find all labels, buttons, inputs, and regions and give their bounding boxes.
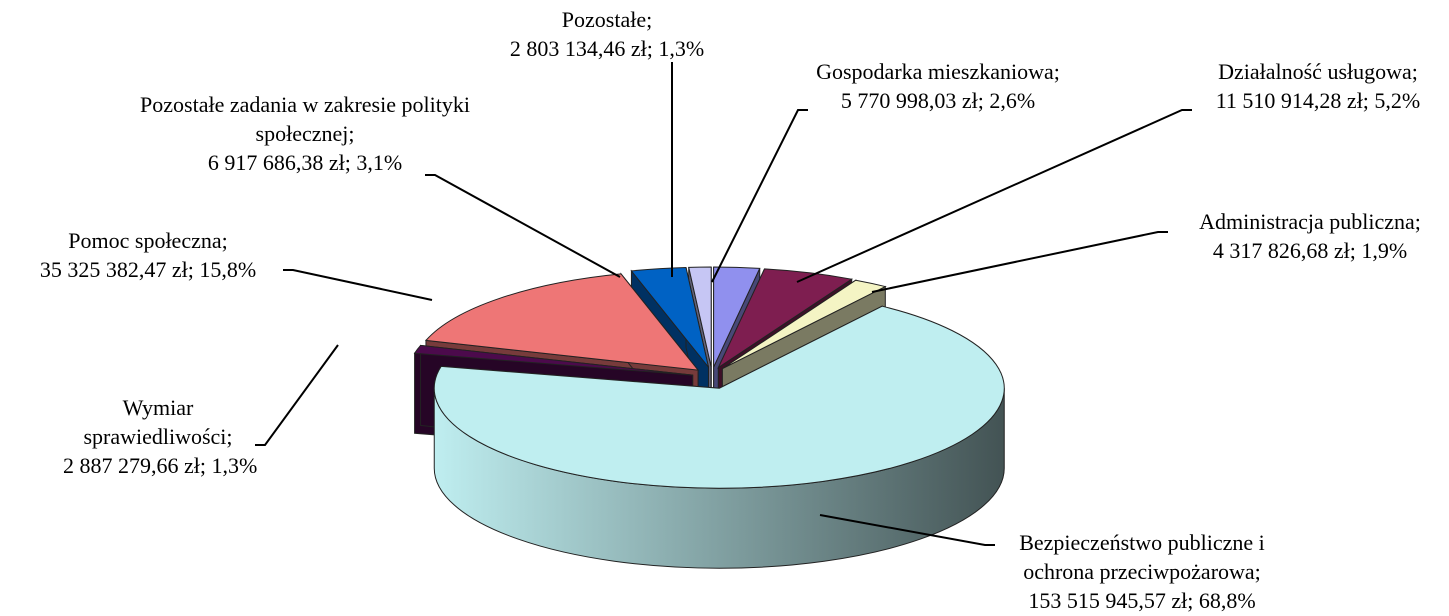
slice-label: Pozostałe; 2 803 134,46 zł; 1,3% bbox=[467, 5, 747, 63]
slice bbox=[424, 273, 700, 371]
leader-line bbox=[425, 174, 621, 278]
slice-label: Pozostałe zadania w zakresie polityki sp… bbox=[140, 90, 470, 177]
slice-label: Gospodarka mieszkaniowa; 5 770 998,03 zł;… bbox=[778, 57, 1098, 115]
slice-label: Administracja publiczna; 4 317 826,68 zł;… bbox=[1170, 207, 1449, 265]
leader-line bbox=[255, 344, 339, 446]
category-label: Administracja publiczna; bbox=[1199, 209, 1421, 234]
slice-label: Wymiar sprawiedliwości; 2 887 279,66 zł; … bbox=[63, 393, 258, 480]
value-label: 4 317 826,68 zł; 1,9% bbox=[1212, 238, 1408, 263]
value-label: 2 887 279,66 zł; 1,3% bbox=[63, 453, 258, 478]
value-label: 153 515 945,57 zł; 68,8% bbox=[1028, 588, 1256, 613]
slice bbox=[713, 266, 761, 368]
category-label: Pomoc społeczna; bbox=[68, 228, 228, 253]
slice-label: Pomoc społeczna; 35 325 382,47 zł; 15,8% bbox=[3, 226, 293, 284]
value-label: 2 803 134,46 zł; 1,3% bbox=[509, 36, 705, 61]
slice bbox=[688, 266, 712, 368]
value-label: 6 917 686,38 zł; 3,1% bbox=[207, 150, 403, 175]
category-label: Wymiar sprawiedliwości; bbox=[83, 395, 233, 449]
leader-line bbox=[819, 514, 995, 546]
slice bbox=[413, 344, 693, 376]
leader-line bbox=[871, 231, 1168, 293]
leader-line bbox=[711, 109, 808, 283]
slice bbox=[630, 266, 709, 368]
leader-line bbox=[796, 109, 1192, 283]
slice bbox=[433, 305, 1005, 489]
value-label: 11 510 914,28 zł; 5,2% bbox=[1215, 88, 1421, 113]
slice-label: Bezpieczeństwo publiczne i ochrona przec… bbox=[982, 528, 1302, 615]
category-label: Bezpieczeństwo publiczne i ochrona przec… bbox=[1019, 530, 1265, 584]
slice-label: Działalność usługowa; 11 510 914,28 zł; 5… bbox=[1183, 57, 1449, 115]
slice bbox=[722, 279, 887, 370]
category-label: Działalność usługowa; bbox=[1218, 59, 1418, 84]
slice bbox=[717, 268, 854, 369]
value-label: 5 770 998,03 zł; 2,6% bbox=[840, 88, 1036, 113]
leader-line bbox=[283, 269, 433, 301]
category-label: Pozostałe zadania w zakresie polityki sp… bbox=[140, 92, 470, 146]
category-label: Gospodarka mieszkaniowa; bbox=[816, 59, 1060, 84]
value-label: 35 325 382,47 zł; 15,8% bbox=[39, 257, 257, 282]
category-label: Pozostałe; bbox=[561, 7, 653, 32]
